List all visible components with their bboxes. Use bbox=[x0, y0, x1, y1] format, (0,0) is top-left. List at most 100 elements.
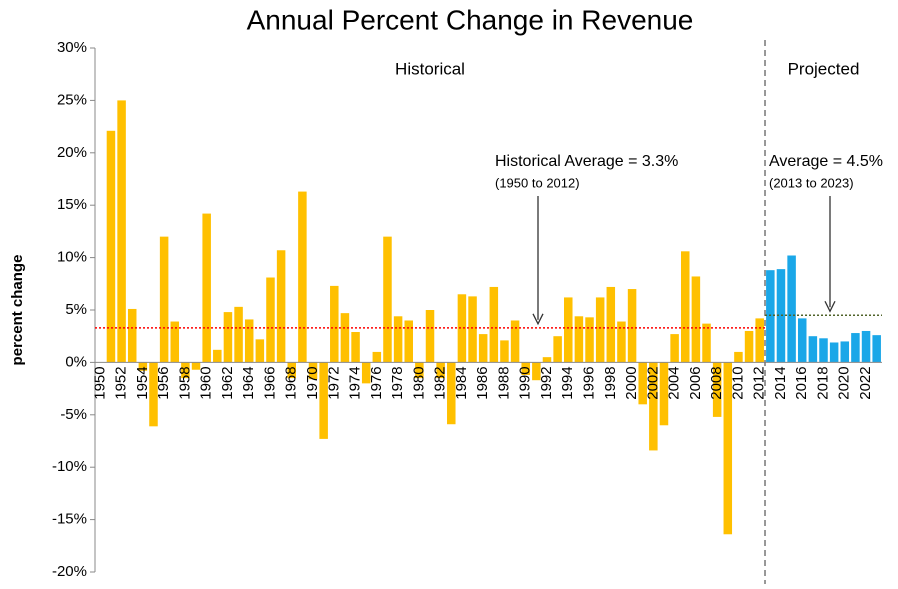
bar bbox=[500, 340, 509, 363]
x-tick-label: 2016 bbox=[793, 366, 810, 399]
bar bbox=[393, 316, 403, 363]
bar bbox=[319, 362, 328, 439]
bar bbox=[457, 294, 467, 363]
x-tick-label: 1970 bbox=[304, 366, 321, 399]
x-tick-label: 2018 bbox=[814, 366, 831, 399]
x-tick-label: 1998 bbox=[602, 366, 619, 399]
bar bbox=[340, 313, 350, 363]
bar bbox=[702, 323, 711, 363]
bar bbox=[670, 334, 679, 363]
bar bbox=[606, 286, 616, 363]
y-tick-label: 25% bbox=[57, 91, 87, 108]
bar bbox=[266, 277, 275, 363]
bar bbox=[138, 362, 148, 371]
y-tick-label: 30% bbox=[57, 39, 87, 56]
y-tick-label: -10% bbox=[52, 458, 87, 475]
bar bbox=[532, 362, 541, 381]
bar bbox=[840, 341, 850, 363]
bar bbox=[734, 351, 743, 363]
x-tick-label: 1990 bbox=[517, 366, 534, 399]
y-axis-label: percent change bbox=[9, 255, 26, 366]
annotation-sub: (1950 to 2012) bbox=[495, 175, 580, 190]
x-tick-label: 1972 bbox=[325, 366, 342, 399]
bar bbox=[478, 334, 488, 363]
region-label: Projected bbox=[788, 59, 860, 78]
bar bbox=[797, 318, 807, 363]
bar bbox=[361, 362, 371, 384]
bar bbox=[383, 236, 392, 363]
bar bbox=[564, 297, 573, 363]
x-tick-label: 1952 bbox=[113, 366, 130, 399]
bar bbox=[181, 362, 190, 379]
bar bbox=[787, 255, 796, 363]
bar bbox=[819, 338, 828, 363]
x-tick-label: 2000 bbox=[623, 366, 640, 399]
bar bbox=[510, 320, 520, 363]
bar bbox=[617, 321, 626, 363]
annotation: Average = 4.5% bbox=[769, 153, 883, 170]
annotation: Historical Average = 3.3% bbox=[495, 153, 678, 170]
bar bbox=[744, 330, 754, 363]
bar bbox=[159, 236, 169, 363]
bar bbox=[542, 357, 552, 363]
bar bbox=[489, 286, 499, 363]
x-tick-label: 1968 bbox=[283, 366, 300, 399]
bar bbox=[415, 362, 424, 379]
bar bbox=[766, 270, 775, 363]
arrow-head bbox=[532, 313, 544, 326]
x-tick-label: 1962 bbox=[219, 366, 236, 399]
bar bbox=[723, 362, 733, 535]
arrow-head bbox=[824, 300, 836, 313]
bar bbox=[149, 362, 158, 427]
x-tick-label: 2008 bbox=[708, 366, 725, 399]
y-tick-label: 20% bbox=[57, 144, 87, 161]
bar bbox=[627, 289, 637, 363]
bar bbox=[234, 306, 243, 363]
bar bbox=[191, 362, 201, 370]
bar bbox=[117, 100, 126, 363]
x-tick-label: 1992 bbox=[538, 366, 555, 399]
bar bbox=[287, 362, 297, 379]
y-tick-label: 5% bbox=[65, 301, 87, 318]
bar bbox=[521, 362, 530, 375]
y-tick-label: 10% bbox=[57, 249, 87, 266]
x-tick-label: 2014 bbox=[772, 366, 789, 399]
x-tick-label: 2010 bbox=[729, 366, 746, 399]
bar bbox=[851, 333, 860, 363]
x-tick-label: 1976 bbox=[368, 366, 385, 399]
bar bbox=[447, 362, 456, 425]
x-tick-label: 1964 bbox=[240, 366, 257, 399]
region-label: Historical bbox=[395, 59, 465, 78]
chart-title: Annual Percent Change in Revenue bbox=[247, 4, 694, 35]
bar bbox=[680, 251, 690, 363]
bar bbox=[298, 191, 307, 363]
y-tick-label: -20% bbox=[52, 563, 87, 580]
x-tick-label: 1978 bbox=[389, 366, 406, 399]
bar bbox=[691, 276, 701, 363]
bar bbox=[255, 339, 265, 363]
bar bbox=[436, 362, 445, 379]
bar bbox=[351, 332, 360, 363]
bar bbox=[106, 130, 116, 363]
x-tick-label: 1986 bbox=[474, 366, 491, 399]
x-tick-label: 2022 bbox=[857, 366, 874, 399]
bar bbox=[585, 317, 594, 363]
bar bbox=[425, 310, 435, 363]
bar bbox=[776, 269, 786, 363]
x-tick-label: 2020 bbox=[836, 366, 853, 399]
y-tick-label: 15% bbox=[57, 196, 87, 213]
x-tick-label: 2002 bbox=[644, 366, 661, 399]
x-tick-label: 1954 bbox=[134, 366, 151, 399]
x-tick-label: 1960 bbox=[198, 366, 215, 399]
bar bbox=[755, 318, 764, 363]
bar bbox=[213, 349, 222, 363]
x-tick-label: 1956 bbox=[155, 366, 172, 399]
bar bbox=[712, 362, 722, 417]
bar bbox=[872, 335, 881, 363]
annotation-sub: (2013 to 2023) bbox=[769, 175, 854, 190]
x-tick-label: 1988 bbox=[495, 366, 512, 399]
x-tick-label: 1982 bbox=[432, 366, 449, 399]
x-tick-label: 1980 bbox=[410, 366, 427, 399]
bar bbox=[638, 362, 647, 405]
